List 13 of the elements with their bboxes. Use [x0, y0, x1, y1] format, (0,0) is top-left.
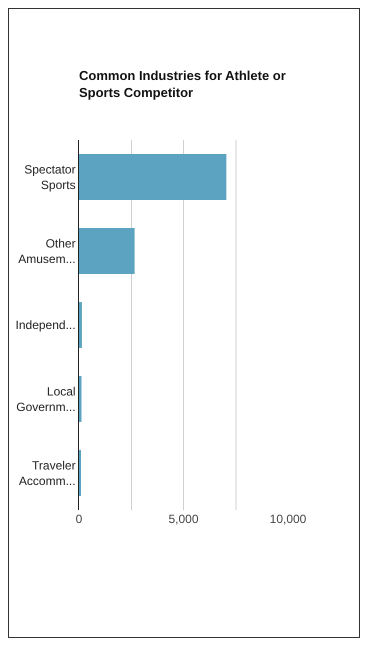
bar — [79, 302, 82, 348]
y-tick-label: Independ... — [16, 318, 76, 332]
bar — [79, 154, 226, 200]
bar — [79, 228, 135, 274]
y-tick-label: Other Amusem... — [18, 236, 76, 266]
bar — [79, 376, 82, 422]
x-tick-label: 0 — [76, 512, 83, 526]
y-tick-label: Spectator Sports — [24, 162, 76, 192]
y-tick-label: Local Governm... — [16, 384, 76, 414]
x-tick-label: 5,000 — [168, 512, 199, 526]
y-tick-label: Traveler Accomm... — [18, 458, 76, 488]
chart-title: Common Industries for Athlete or Sports Competitor — [79, 68, 286, 100]
x-tick-label: 10,000 — [270, 512, 307, 526]
